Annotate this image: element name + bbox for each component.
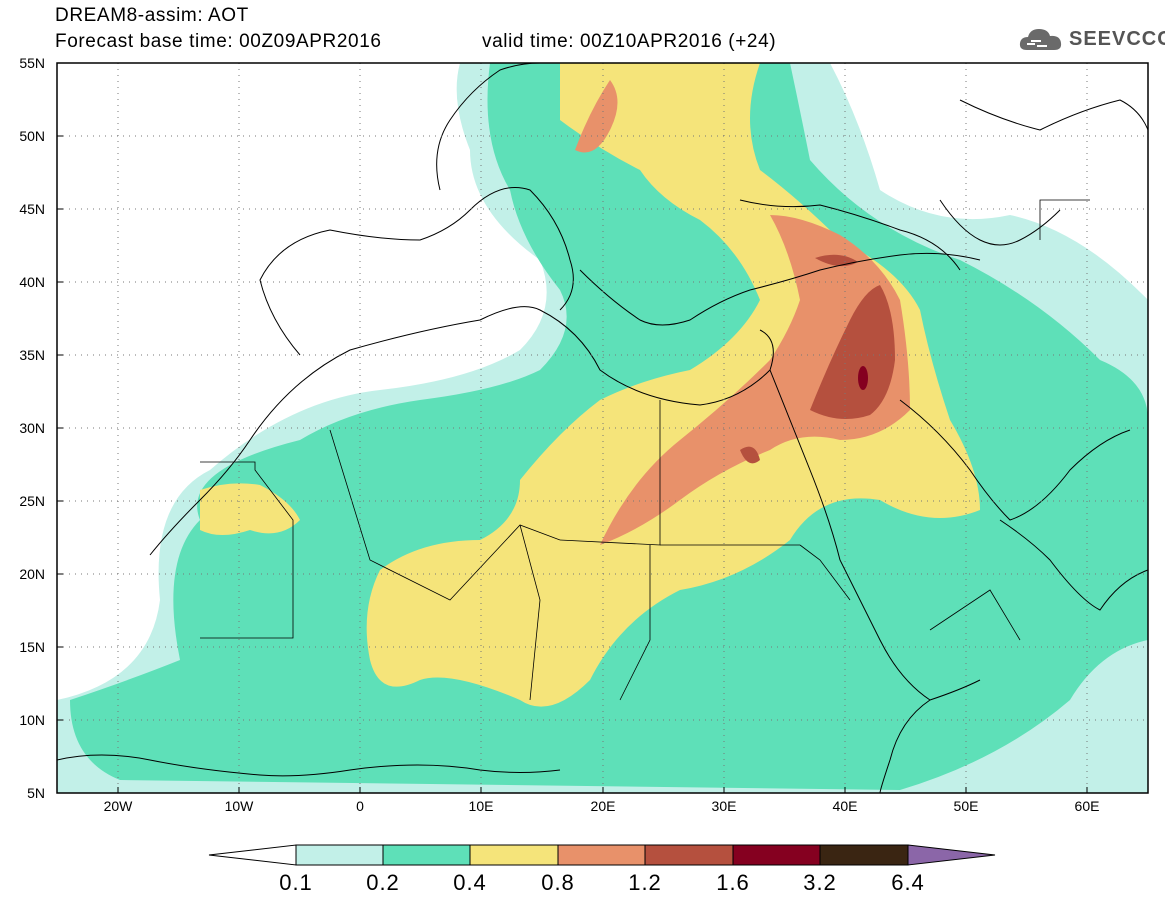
aot-1.2-region <box>810 285 895 419</box>
coastlines <box>57 63 1148 793</box>
lon-label-50e: 50E <box>953 798 979 814</box>
lat-label-5n: 5N <box>27 785 45 801</box>
lat-label-40n: 40N <box>19 274 45 290</box>
lon-label-10w: 10W <box>224 798 254 814</box>
borders <box>200 199 1090 701</box>
colorbar-segment-3.2 <box>819 844 909 866</box>
seevccc-logo: SEEVCCC <box>1017 24 1165 56</box>
colorbar-segment-1.6 <box>732 844 821 866</box>
lat-label-15n: 15N <box>19 639 45 655</box>
aot-1.6-core <box>858 366 868 390</box>
aot-1.2-core-egypt <box>740 446 760 464</box>
colorbar-over-triangle <box>907 844 996 866</box>
lat-label-20n: 20N <box>19 566 45 582</box>
lon-label-40e: 40E <box>832 798 858 814</box>
colorbar-label-1.6: 1.6 <box>716 870 750 895</box>
colorbar-label-3.2: 3.2 <box>803 870 837 895</box>
cloud-icon <box>1019 29 1062 50</box>
colorbar-segment-0.8 <box>557 844 646 866</box>
colorbar-label-0.1: 0.1 <box>279 870 313 895</box>
lat-label-10n: 10N <box>19 712 45 728</box>
colorbar-label-1.2: 1.2 <box>628 870 662 895</box>
aot-0.8-region <box>600 215 910 545</box>
colorbar-under-triangle <box>208 844 297 866</box>
colorbar-label-0.8: 0.8 <box>541 870 575 895</box>
colorbar-segment-0.4 <box>469 844 559 866</box>
lat-label-50n: 50N <box>19 128 45 144</box>
lon-label-60e: 60E <box>1074 798 1100 814</box>
colorbar-label-0.2: 0.2 <box>366 870 400 895</box>
aot-0.8-region-north <box>575 80 618 153</box>
aot-0.4-region-east <box>366 63 981 707</box>
colorbar-label-6.4: 6.4 <box>891 870 925 895</box>
lon-label-10e: 10E <box>468 798 494 814</box>
lat-label-30n: 30N <box>19 420 45 436</box>
tick-marks <box>57 135 1088 793</box>
lon-label-30e: 30E <box>711 798 737 814</box>
valid-time: valid time: 00Z10APR2016 (+24) <box>482 31 777 52</box>
colorbar <box>208 844 996 866</box>
chart-title: DREAM8-assim: AOT <box>55 5 249 26</box>
lat-label-55n: 55N <box>19 55 45 71</box>
colorbar-segment-1.2 <box>644 844 734 866</box>
lon-label-0: 0 <box>356 798 364 814</box>
lon-label-20e: 20E <box>590 798 616 814</box>
colorbar-label-0.4: 0.4 <box>453 870 487 895</box>
lat-label-45n: 45N <box>19 201 45 217</box>
lon-label-20w: 20W <box>103 798 133 814</box>
colorbar-segment-0.1 <box>295 844 384 866</box>
colorbar-segment-0.2 <box>382 844 471 866</box>
logo-text: SEEVCCC <box>1069 28 1165 50</box>
lat-label-25n: 25N <box>19 493 45 509</box>
lat-label-35n: 35N <box>19 347 45 363</box>
forecast-base-time: Forecast base time: 00Z09APR2016 <box>55 31 382 52</box>
